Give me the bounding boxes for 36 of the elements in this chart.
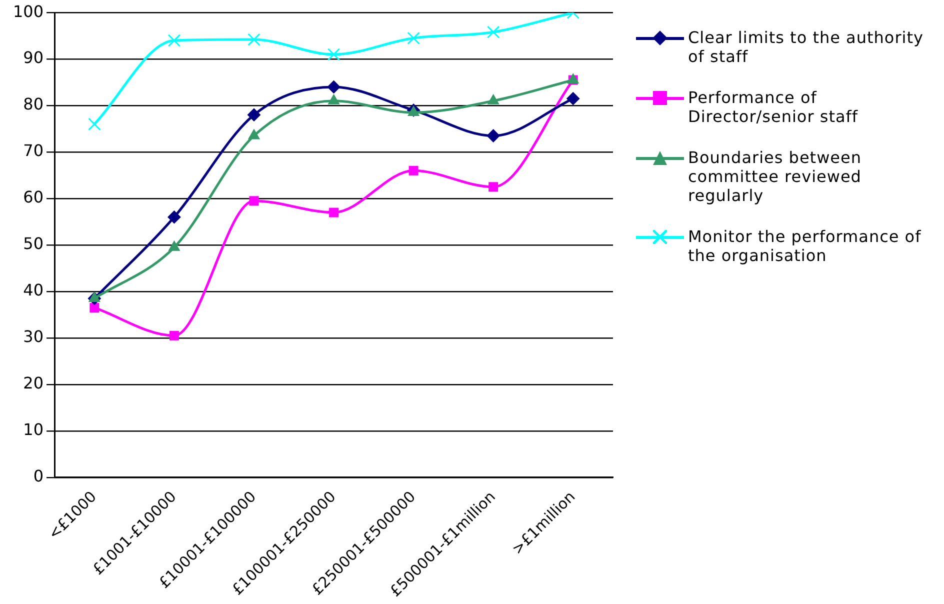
point: [408, 106, 420, 116]
y-tick-label: 80: [23, 94, 44, 114]
legend-label: Monitor the performance of the organisation: [688, 227, 922, 265]
y-tick-label: 70: [23, 141, 44, 160]
point: [169, 330, 179, 340]
y-tick-label: 100: [12, 2, 44, 21]
y-tick-label: 30: [23, 327, 44, 346]
point: [88, 292, 100, 302]
y-tick-label: 20: [23, 374, 44, 393]
point: [248, 33, 260, 46]
point: [88, 118, 101, 131]
point: [168, 34, 181, 47]
point: [248, 129, 260, 140]
legend-label: Clear limits to the authority of staff: [688, 28, 924, 66]
y-tick-label: 60: [23, 188, 44, 207]
point: [168, 240, 180, 251]
point: [327, 80, 340, 94]
y-tick-label: 40: [23, 280, 44, 300]
point: [249, 196, 259, 206]
point: [168, 210, 181, 224]
point: [408, 166, 418, 176]
point: [90, 302, 100, 312]
point: [327, 48, 340, 61]
point: [566, 92, 580, 106]
point: [247, 108, 260, 122]
y-tick-label: 50: [23, 234, 44, 254]
legend-label: Performance of Director/senior staff: [688, 88, 860, 126]
y-tick-label: 90: [23, 48, 44, 68]
point: [486, 26, 500, 39]
y-tick-label: 0: [33, 466, 44, 486]
legend-label: Boundaries between committee reviewed regularly: [688, 148, 862, 205]
point: [407, 32, 420, 45]
point: [486, 129, 500, 142]
point: [488, 182, 498, 192]
point: [329, 208, 339, 218]
y-tick-label: 10: [23, 420, 44, 440]
